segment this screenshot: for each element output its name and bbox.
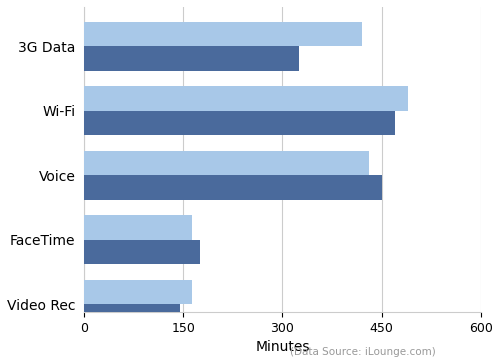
Bar	[84, 240, 200, 264]
X-axis label: Minutes: Minutes	[255, 340, 310, 354]
Bar	[84, 151, 368, 175]
Bar	[84, 175, 382, 200]
Bar	[84, 86, 408, 111]
Bar	[84, 47, 299, 71]
Bar	[84, 279, 192, 304]
Bar	[84, 111, 395, 135]
Text: (Data Source: iLounge.com): (Data Source: iLounge.com)	[290, 347, 436, 357]
Bar	[84, 215, 192, 240]
Bar	[84, 304, 180, 329]
Bar	[84, 22, 362, 47]
